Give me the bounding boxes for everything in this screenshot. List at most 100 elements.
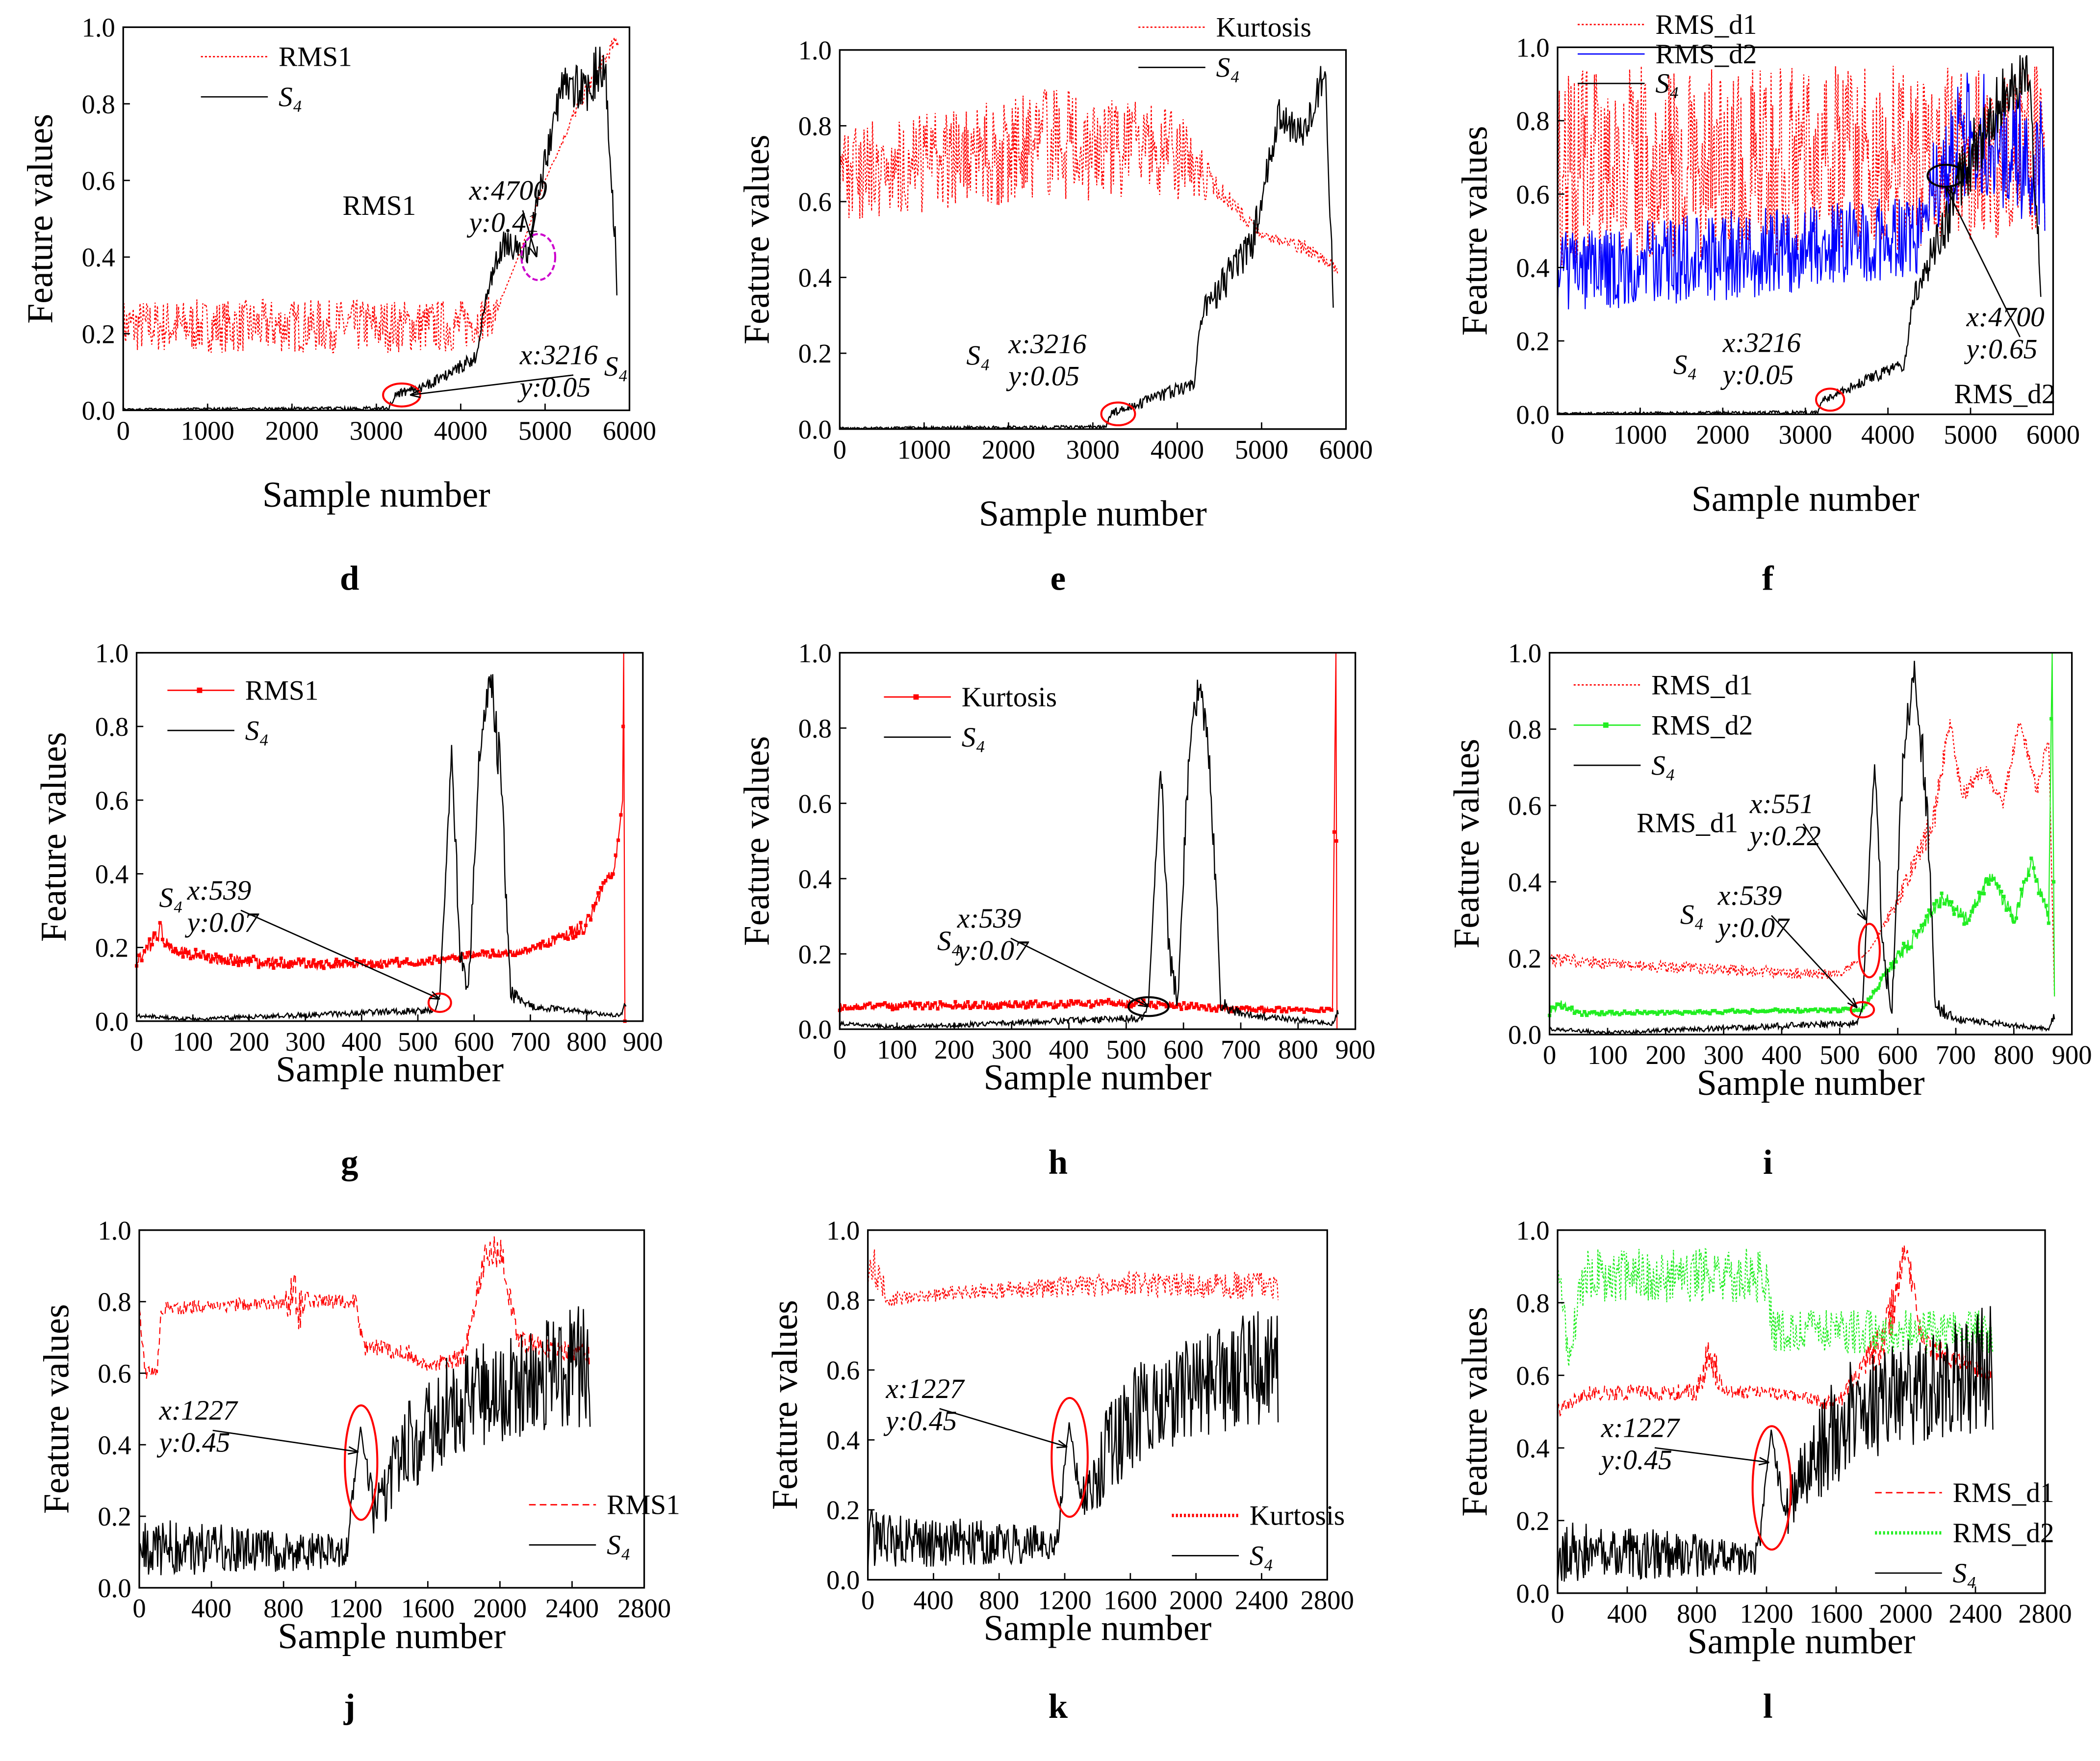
y-tick-label: 0.0 (98, 1573, 131, 1603)
y-tick-label: 1.0 (95, 638, 128, 668)
data-point (1869, 995, 1873, 999)
data-point (866, 1002, 870, 1007)
data-point (150, 943, 154, 947)
data-point (1879, 976, 1883, 980)
y-tick-label: 0.8 (1516, 1288, 1549, 1318)
data-point (234, 960, 238, 964)
data-point (1588, 1011, 1591, 1015)
data-point (1122, 1003, 1126, 1007)
data-point (1645, 1011, 1649, 1015)
data-point (1690, 1011, 1694, 1015)
data-point (1999, 889, 2003, 893)
data-point (1630, 1012, 1634, 1016)
data-point (1791, 1009, 1795, 1012)
data-point (1726, 1009, 1730, 1013)
data-point (1801, 1010, 1805, 1013)
y-tick-label: 0.0 (95, 1007, 128, 1036)
annotation-arrow (1771, 915, 1858, 1009)
data-point (201, 950, 205, 954)
x-tick-label: 2000 (1879, 1599, 1932, 1629)
data-point (347, 962, 351, 966)
data-point (1945, 898, 1948, 902)
series-line-s (136, 674, 627, 1021)
x-axis-label: Sample number (262, 474, 490, 515)
panel-caption: e (1050, 559, 1066, 597)
data-point (951, 1006, 955, 1010)
data-point (1655, 1012, 1659, 1016)
data-point (478, 953, 482, 957)
data-point (493, 954, 497, 958)
data-point (536, 943, 540, 947)
x-tick-label: 600 (1878, 1040, 1918, 1070)
panel-caption: h (1049, 1143, 1068, 1182)
data-point (913, 1007, 917, 1010)
data-point (307, 960, 311, 964)
data-point (1758, 1009, 1762, 1013)
data-point (503, 951, 507, 955)
data-point (1565, 1007, 1569, 1011)
y-tick-label: 0.8 (826, 1285, 860, 1315)
x-tick-label: 700 (1221, 1035, 1261, 1064)
x-tick-label: 2400 (1235, 1585, 1288, 1615)
x-tick-label: 400 (191, 1593, 231, 1623)
y-tick-label: 0.4 (1516, 1433, 1549, 1463)
x-tick-label: 2000 (1696, 420, 1749, 450)
x-tick-label: 900 (2052, 1040, 2092, 1070)
plot-frame (839, 652, 1357, 1030)
data-point (1902, 941, 1906, 945)
data-point (1129, 1005, 1133, 1009)
y-tick-label: 0.8 (798, 111, 832, 141)
data-point (2044, 904, 2048, 907)
data-point (1214, 1009, 1219, 1013)
data-point (1803, 1008, 1807, 1011)
data-point (430, 961, 434, 965)
data-point (1320, 1007, 1324, 1010)
data-point (1839, 1010, 1843, 1013)
legend-label: S₄ (1651, 750, 1675, 781)
data-point (1014, 1000, 1018, 1004)
data-point (1255, 1009, 1258, 1013)
data-point (989, 1006, 993, 1010)
data-point (1917, 929, 1921, 933)
y-tick-label: 0.0 (1508, 1020, 1541, 1050)
data-point (1761, 1009, 1765, 1013)
data-point (1259, 1006, 1264, 1010)
data-point (339, 962, 343, 967)
legend-label: S₄ (279, 82, 303, 113)
data-point (574, 934, 578, 938)
data-point (2032, 866, 2036, 870)
data-point (1783, 1010, 1787, 1013)
data-point (1856, 1008, 1860, 1012)
y-tick-label: 0.4 (798, 263, 832, 293)
arrow-head-icon (1857, 909, 1867, 921)
x-tick-label: 0 (861, 1585, 874, 1615)
data-point (437, 960, 442, 964)
data-point (453, 955, 457, 959)
data-point (1628, 1011, 1632, 1015)
data-point (1277, 1006, 1281, 1010)
data-point (1550, 1005, 1554, 1009)
x-tick-label: 1600 (1809, 1599, 1863, 1629)
data-point (1640, 1011, 1644, 1015)
data-point (1904, 944, 1908, 948)
x-tick-label: 500 (398, 1027, 438, 1057)
data-point (1209, 1009, 1213, 1012)
data-point (853, 1005, 857, 1009)
data-point (1962, 922, 1966, 926)
annotation-text: x:539 (187, 875, 252, 906)
series-line-rms1 (123, 37, 619, 353)
data-point (1307, 1008, 1311, 1012)
data-point (1935, 899, 1939, 903)
highlight-ellipse (1849, 1001, 1875, 1019)
data-point (1700, 1011, 1704, 1015)
data-point (1597, 1012, 1602, 1017)
data-point (1751, 1008, 1755, 1012)
data-point (1970, 909, 1973, 913)
data-point (1097, 1002, 1101, 1006)
x-tick-label: 500 (1106, 1035, 1146, 1064)
data-point (1086, 1000, 1091, 1004)
data-point (1240, 1006, 1244, 1010)
data-point (392, 959, 396, 963)
data-point (490, 948, 494, 952)
data-point (400, 960, 404, 964)
